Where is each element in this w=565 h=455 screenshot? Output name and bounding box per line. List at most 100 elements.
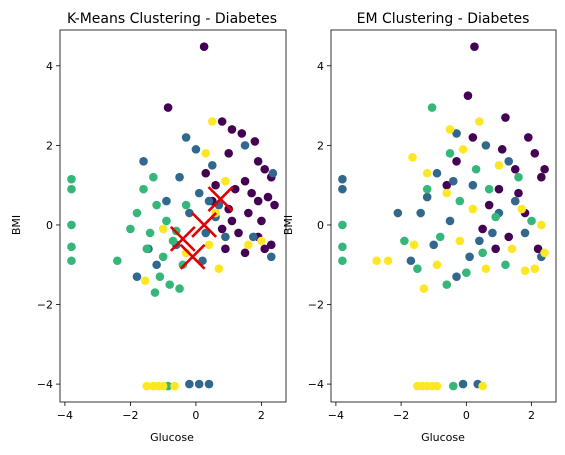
kmeans-point bbox=[168, 236, 178, 246]
em-point bbox=[422, 192, 432, 202]
em-point bbox=[338, 174, 347, 184]
em-point bbox=[537, 220, 546, 230]
kmeans-point bbox=[175, 172, 184, 182]
em-point bbox=[504, 232, 514, 242]
kmeans-point bbox=[145, 228, 155, 238]
kmeans-x-tick-label: −4 bbox=[57, 409, 73, 422]
kmeans-point bbox=[149, 172, 158, 182]
em-point bbox=[527, 216, 536, 226]
kmeans-point bbox=[142, 244, 152, 254]
em-point bbox=[338, 184, 347, 194]
kmeans-point bbox=[139, 184, 148, 194]
kmeans-centroid-marker bbox=[207, 186, 234, 213]
kmeans-point bbox=[253, 156, 263, 166]
em-title: EM Clustering - Diabetes bbox=[357, 11, 530, 27]
em-point bbox=[338, 220, 347, 230]
kmeans-point bbox=[224, 149, 233, 158]
em-point bbox=[468, 180, 478, 190]
kmeans-point bbox=[142, 381, 152, 391]
kmeans-point bbox=[244, 240, 253, 250]
kmeans-point bbox=[240, 141, 250, 150]
kmeans-point bbox=[152, 200, 161, 210]
em-y-tick-label: −2 bbox=[308, 299, 324, 312]
kmeans-x-label: Glucose bbox=[150, 431, 194, 444]
kmeans-centroid-marker bbox=[179, 243, 206, 270]
em-point bbox=[520, 266, 530, 276]
em-x-tick-label: −4 bbox=[328, 409, 344, 422]
em-point bbox=[510, 196, 520, 206]
kmeans-point bbox=[266, 240, 276, 250]
kmeans-point bbox=[257, 236, 266, 246]
kmeans-point bbox=[67, 220, 76, 230]
kmeans-point bbox=[150, 288, 160, 297]
em-point bbox=[406, 256, 416, 266]
em-point bbox=[463, 91, 473, 100]
em-point bbox=[462, 268, 471, 277]
kmeans-point bbox=[152, 260, 161, 270]
em-point bbox=[445, 216, 455, 226]
em-point bbox=[338, 242, 347, 252]
kmeans-x-tick-label: 0 bbox=[192, 409, 199, 422]
kmeans-points bbox=[67, 42, 279, 391]
em-point bbox=[540, 164, 549, 174]
em-y-tick-label: 2 bbox=[317, 139, 324, 152]
em-point bbox=[419, 284, 429, 293]
em-point bbox=[372, 256, 381, 266]
kmeans-point bbox=[158, 252, 168, 262]
em-point bbox=[445, 125, 455, 134]
kmeans-point bbox=[126, 224, 135, 234]
kmeans-point bbox=[204, 196, 214, 206]
kmeans-point bbox=[247, 188, 256, 198]
kmeans-point bbox=[139, 156, 148, 166]
em-point bbox=[491, 244, 500, 254]
em-point bbox=[514, 188, 523, 198]
kmeans-point bbox=[270, 200, 279, 210]
kmeans-y-label: BMI bbox=[10, 215, 23, 235]
em-point bbox=[468, 133, 478, 142]
em-x-tick-label: 2 bbox=[528, 409, 535, 422]
em-point bbox=[501, 260, 510, 270]
em-point bbox=[465, 252, 474, 262]
kmeans-point bbox=[132, 208, 142, 218]
em-point bbox=[481, 141, 491, 150]
em-point bbox=[470, 42, 479, 52]
em-point bbox=[427, 103, 437, 112]
kmeans-point bbox=[113, 256, 122, 266]
kmeans-y-tick-label: −4 bbox=[37, 378, 53, 391]
kmeans-point bbox=[175, 284, 184, 293]
kmeans-point bbox=[185, 379, 194, 389]
em-point bbox=[422, 184, 432, 194]
kmeans-title: K-Means Clustering - Diabetes bbox=[67, 11, 277, 27]
kmeans-point bbox=[201, 228, 211, 238]
em-point bbox=[409, 240, 419, 250]
em-point bbox=[478, 381, 487, 391]
em-point bbox=[458, 145, 468, 154]
em-point bbox=[400, 236, 409, 246]
em-point bbox=[455, 196, 465, 206]
kmeans-axes-frame bbox=[59, 29, 287, 403]
kmeans-point bbox=[67, 174, 76, 184]
em-point bbox=[510, 164, 520, 174]
kmeans-point bbox=[155, 272, 165, 281]
em-point bbox=[432, 381, 442, 391]
em-point bbox=[455, 236, 465, 246]
em-points bbox=[338, 42, 549, 391]
kmeans-point bbox=[165, 280, 175, 289]
em-point bbox=[484, 184, 494, 194]
em-point bbox=[452, 156, 461, 166]
kmeans-point bbox=[181, 200, 191, 210]
kmeans-y-tick-label: 0 bbox=[46, 219, 53, 232]
em-point bbox=[494, 160, 504, 170]
kmeans-point bbox=[230, 184, 240, 194]
kmeans-point bbox=[217, 117, 227, 126]
kmeans-point bbox=[199, 42, 209, 52]
em-point bbox=[338, 256, 347, 266]
em-point bbox=[478, 248, 487, 258]
em-point bbox=[452, 272, 461, 281]
kmeans-point bbox=[191, 145, 201, 154]
kmeans-point bbox=[67, 242, 76, 252]
em-point bbox=[471, 164, 481, 174]
em-point bbox=[540, 248, 549, 258]
kmeans-point bbox=[208, 117, 217, 126]
